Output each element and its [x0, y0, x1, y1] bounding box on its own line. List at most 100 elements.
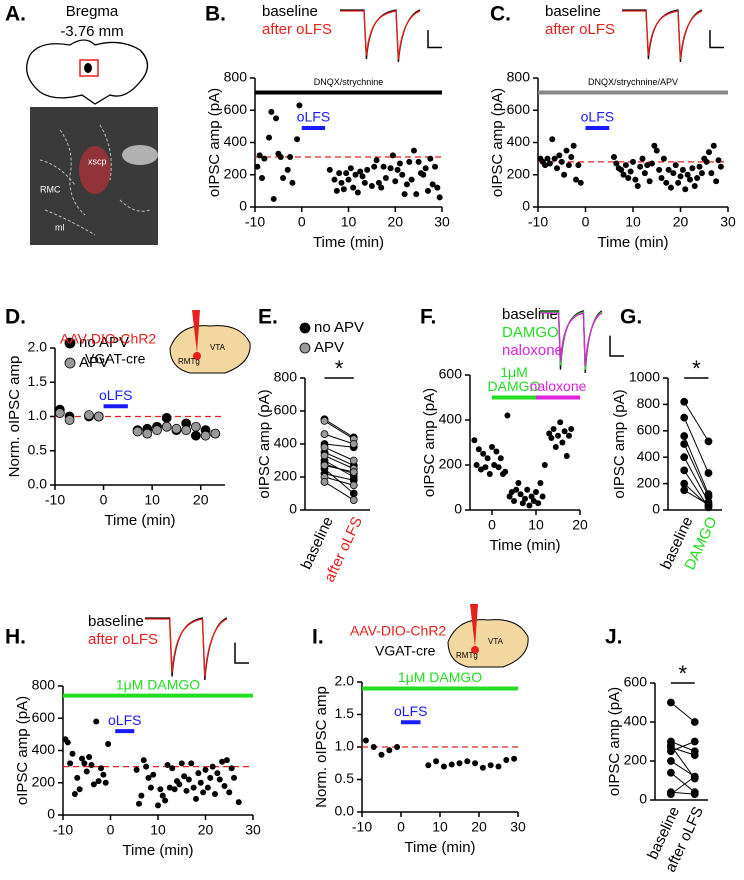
- data-point: [511, 755, 518, 762]
- data-point: [147, 784, 154, 791]
- x-tick-label: 20: [198, 822, 214, 838]
- data-point: [320, 430, 329, 439]
- data-point: [555, 432, 561, 439]
- data-point: [710, 142, 717, 149]
- data-point: [675, 179, 682, 186]
- data-point: [577, 179, 584, 186]
- y-tick-label: 1000: [629, 369, 660, 385]
- data-point: [185, 776, 192, 783]
- data-point: [613, 160, 620, 167]
- y-tick-label: 0: [522, 198, 530, 214]
- data-point: [611, 154, 617, 161]
- data-point: [420, 171, 427, 178]
- data-point: [254, 163, 261, 170]
- data-point: [162, 797, 169, 804]
- data-point: [142, 428, 153, 439]
- data-point: [88, 762, 95, 769]
- data-point: [653, 147, 660, 154]
- data-point: [256, 152, 263, 159]
- pair-line: [683, 417, 709, 474]
- data-point: [326, 166, 333, 173]
- virus-label: AAV-DIO-ChR2: [60, 331, 156, 347]
- x-tick-label: 30: [245, 822, 261, 838]
- data-point: [667, 790, 675, 799]
- panel-label: C.: [490, 3, 511, 26]
- data-point: [280, 174, 287, 181]
- data-point: [533, 489, 539, 495]
- y-tick-label: 200: [224, 165, 248, 181]
- data-point: [216, 776, 223, 783]
- x-tick-label: -10: [45, 492, 65, 508]
- data-point: [394, 166, 401, 173]
- data-point: [259, 174, 266, 181]
- data-point: [660, 155, 667, 162]
- data-point: [551, 155, 558, 162]
- data-point: [687, 176, 693, 183]
- data-point: [698, 170, 705, 177]
- data-point: [487, 762, 494, 769]
- data-point: [136, 800, 142, 807]
- data-point: [690, 751, 699, 760]
- trace-legend: baseline: [88, 613, 144, 630]
- data-point: [680, 397, 689, 406]
- pair-line: [324, 481, 355, 501]
- data-point: [473, 462, 480, 468]
- data-point: [71, 791, 78, 798]
- data-point: [354, 189, 361, 196]
- data-point: [410, 147, 417, 154]
- y-tick-label: 200: [624, 752, 648, 768]
- data-point: [522, 495, 528, 502]
- data-point: [380, 163, 387, 170]
- data-point: [630, 158, 636, 165]
- data-point: [644, 162, 651, 169]
- x-tick-label: 30: [434, 214, 450, 230]
- region-label: xscp: [88, 156, 107, 166]
- legend-marker: [299, 342, 311, 354]
- data-point: [320, 416, 329, 425]
- treatment-label: oLFS: [99, 387, 132, 403]
- y-tick-label: 200: [439, 456, 463, 472]
- data-point: [406, 158, 413, 165]
- significance: *: [335, 356, 344, 381]
- pair-line: [683, 435, 709, 495]
- data-point: [336, 170, 343, 177]
- mouse-label: VGAT-cre: [85, 351, 146, 367]
- bregma-label: Bregma: [66, 3, 119, 20]
- data-point: [627, 168, 634, 175]
- data-point: [618, 166, 625, 173]
- data-point: [708, 170, 715, 177]
- data-point: [277, 154, 284, 161]
- data-point: [524, 486, 531, 493]
- panel-label: J.: [605, 626, 623, 649]
- y-tick-label: 400: [32, 741, 56, 757]
- data-point: [371, 163, 378, 170]
- data-point: [493, 448, 500, 455]
- data-point: [625, 174, 632, 181]
- data-point: [511, 498, 517, 504]
- panel-label: G.: [620, 306, 642, 329]
- pair-line: [670, 776, 696, 795]
- data-point: [517, 491, 524, 498]
- data-point: [548, 435, 555, 441]
- data-point: [157, 786, 164, 793]
- data-point: [195, 770, 202, 777]
- data-point: [347, 165, 354, 172]
- data-point: [226, 789, 233, 796]
- data-point: [484, 455, 491, 462]
- pair-line: [670, 745, 696, 779]
- x-tick-label: -10: [352, 819, 372, 835]
- treatment-label: oLFS: [297, 109, 330, 125]
- y-tick-label: 0.5: [28, 441, 48, 457]
- x-tick-label: 10: [150, 822, 166, 838]
- data-point: [703, 158, 710, 165]
- data-point: [190, 430, 201, 441]
- data-point: [396, 160, 403, 167]
- scale-bar: [234, 642, 249, 664]
- data-point: [132, 426, 143, 437]
- data-point: [350, 184, 357, 191]
- data-point: [546, 430, 553, 437]
- data-point: [544, 155, 551, 162]
- pair-line: [670, 702, 696, 723]
- y-tick-label: 0: [652, 501, 660, 517]
- injection-site: [471, 646, 479, 654]
